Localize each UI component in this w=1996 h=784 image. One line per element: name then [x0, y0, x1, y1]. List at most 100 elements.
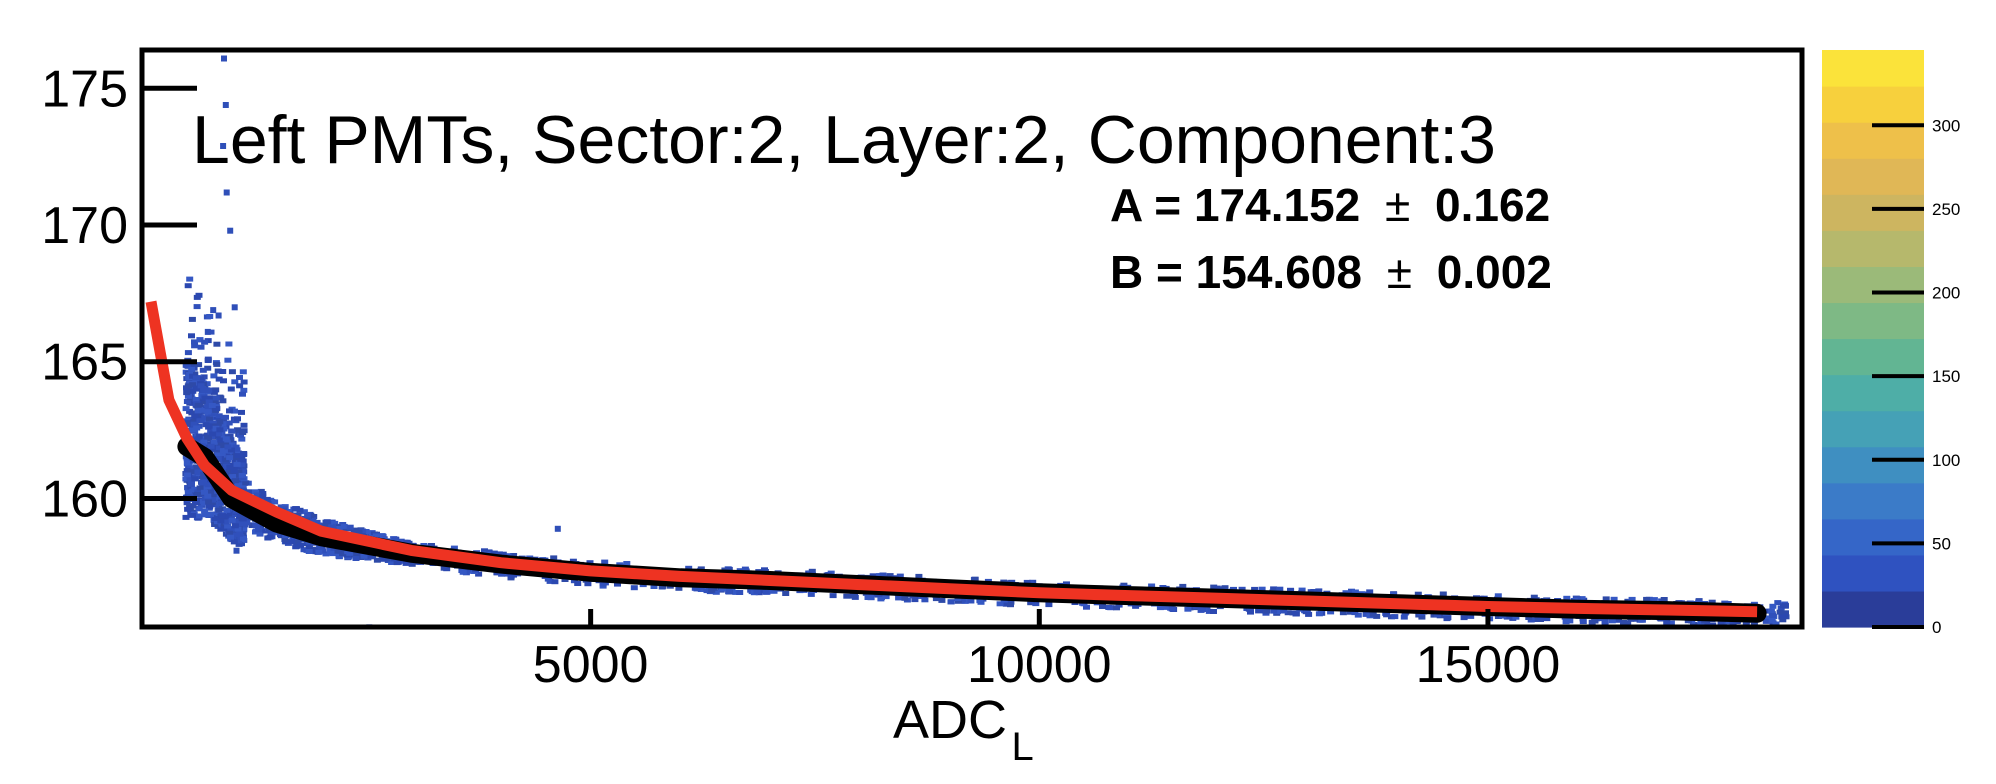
histogram-cell [226, 464, 234, 470]
histogram-cell [243, 520, 251, 526]
histogram-cell [207, 443, 215, 449]
histogram-cell [184, 506, 192, 512]
color-scale-segment [1822, 554, 1924, 592]
histogram-cell [1305, 611, 1313, 617]
histogram-cell [313, 519, 321, 525]
histogram-cell [490, 550, 498, 556]
histogram-cell [378, 556, 386, 562]
histogram-cell [190, 362, 198, 368]
histogram-cell [236, 512, 244, 518]
histogram-cell [761, 567, 768, 573]
histogram-cell [277, 533, 285, 539]
histogram-cell [1779, 617, 1787, 623]
histogram-cell [391, 536, 399, 542]
histogram-cell [242, 480, 250, 486]
histogram-cell [281, 537, 289, 542]
histogram-cell [183, 468, 191, 474]
histogram-cell [495, 551, 503, 557]
histogram-cell [829, 593, 837, 599]
x-tick-label: 10000 [967, 636, 1112, 694]
histogram-cell [217, 437, 225, 443]
histogram-cell [1774, 600, 1782, 606]
histogram-cell [204, 482, 212, 488]
histogram-cell [207, 329, 215, 335]
histogram-cell [601, 559, 609, 565]
histogram-cell [1383, 612, 1391, 618]
histogram-cell [329, 551, 337, 557]
color-scale-ticks: 0 50 100 150 200 250 300 [1872, 116, 1960, 637]
histogram-cell [1273, 609, 1281, 615]
histogram-cell [204, 407, 212, 413]
histogram-cell [220, 378, 227, 384]
histogram-cell [217, 518, 225, 524]
histogram-cell [843, 593, 851, 599]
x-axis-label-main: ADC [893, 690, 1007, 750]
color-scale-label: 50 [1932, 534, 1951, 553]
histogram-cell [259, 493, 267, 499]
histogram-cell [233, 447, 241, 453]
histogram-cell [223, 507, 231, 513]
histogram-cell [1503, 614, 1511, 620]
histogram-cell [238, 472, 246, 478]
histogram-cell [211, 398, 219, 404]
histogram-cell [1579, 619, 1587, 625]
histogram-cell [1007, 602, 1014, 608]
histogram-cell [235, 482, 242, 488]
histogram-cell [187, 469, 195, 475]
color-scale-segment [1822, 86, 1924, 123]
histogram-cell [235, 541, 243, 547]
histogram-cell [1362, 611, 1370, 617]
histogram-cell [1460, 615, 1468, 621]
histogram-cell [475, 571, 483, 577]
histogram-cell [234, 427, 241, 433]
histogram-cell [321, 523, 329, 529]
color-scale-segment [1822, 122, 1924, 159]
histogram-cell [214, 431, 222, 437]
histogram-cell [194, 408, 202, 414]
histogram-cell [1767, 608, 1775, 614]
histogram-cell [233, 547, 240, 554]
histogram-cell [225, 469, 233, 475]
histogram-cell [195, 433, 203, 439]
histogram-cell [1663, 619, 1671, 625]
histogram-cell [208, 403, 216, 408]
histogram-cell [976, 598, 984, 604]
histogram-cell [350, 527, 358, 533]
histogram-cell [408, 561, 416, 567]
histogram-cell [192, 382, 200, 388]
color-scale-label: 250 [1932, 200, 1960, 219]
histogram-cell [225, 341, 233, 347]
histogram-cell [1366, 589, 1374, 595]
histogram-cell [184, 489, 192, 495]
histogram-cell [481, 548, 488, 554]
histogram-cell [359, 528, 367, 534]
histogram-cell [227, 227, 234, 234]
histogram-cell [1292, 611, 1300, 617]
histogram-cell [205, 423, 213, 429]
histogram-cell [1667, 620, 1675, 626]
histogram-cell [877, 596, 885, 602]
histogram-cell [185, 375, 193, 381]
histogram-cell [1063, 581, 1070, 587]
histogram-cell [1697, 620, 1705, 626]
histogram-cell [184, 350, 192, 356]
histogram-cell [753, 588, 761, 594]
histogram-cell [208, 411, 216, 416]
histogram-cell [319, 548, 327, 554]
histogram-cell [296, 507, 304, 513]
histogram-cell [256, 531, 264, 537]
histogram-cell [599, 581, 607, 587]
histogram-cell [193, 385, 201, 391]
histogram-cell [915, 573, 923, 579]
histogram-cell [210, 307, 217, 314]
histogram-cell [190, 421, 198, 427]
histogram-cell [807, 591, 815, 597]
histogram-cell [206, 416, 213, 422]
histogram-cell [188, 316, 196, 322]
histogram-cell [182, 514, 190, 520]
histogram-cell [1418, 614, 1426, 620]
histogram-cell [215, 413, 223, 419]
histogram-cell [1695, 599, 1703, 605]
histogram-cell [305, 545, 313, 551]
histogram-cell [315, 549, 323, 555]
